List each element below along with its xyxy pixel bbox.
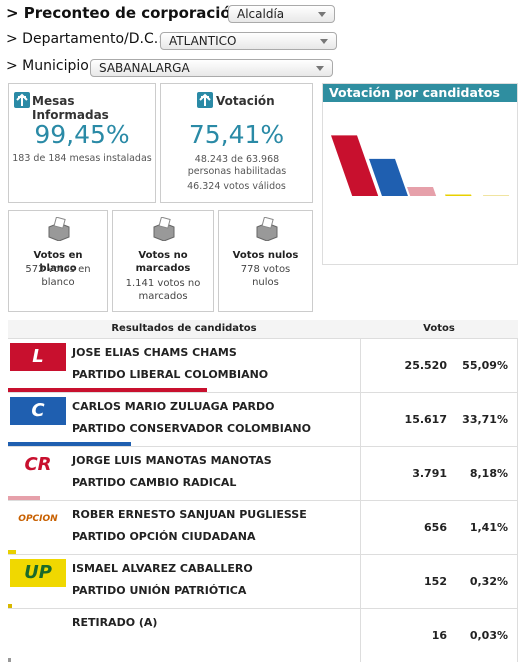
dropdown[interactable]: ATLANTICO xyxy=(160,32,337,50)
votes: 152 xyxy=(424,575,447,588)
candidate-name: ROBER ERNESTO SANJUAN PUGLIESSE xyxy=(72,508,307,521)
dropdown[interactable]: Alcaldía xyxy=(228,5,335,23)
percent: 8,18% xyxy=(470,467,508,480)
vote-box-detail: 778 votos nulos xyxy=(219,263,312,289)
table-header: Resultados de candidatos xyxy=(8,320,360,338)
party-logo: C xyxy=(10,397,66,425)
vote-box-detail: 572 votos en blanco xyxy=(9,263,107,289)
party-logo: L xyxy=(10,343,66,371)
vote-box-detail: 1.141 votos no marcados xyxy=(113,277,213,303)
percent: 0,03% xyxy=(470,629,508,642)
percent: 1,41% xyxy=(470,521,508,534)
candidate-name: JORGE LUIS MANOTAS MANOTAS xyxy=(72,454,272,467)
ballot-paper xyxy=(159,217,170,228)
candidate-name: CARLOS MARIO ZULUAGA PARDO xyxy=(72,400,275,413)
box-title: Mesas Informadas xyxy=(32,94,155,122)
chart-bar xyxy=(331,135,378,196)
ballot-icon xyxy=(254,217,280,241)
vote-box-title: Votos nulos xyxy=(219,249,312,262)
votes: 25.520 xyxy=(405,359,447,372)
party-name: PARTIDO CAMBIO RADICAL xyxy=(72,476,236,489)
ballot-icon xyxy=(46,217,72,241)
party-logo: UP xyxy=(10,559,66,587)
percent: 0,32% xyxy=(470,575,508,588)
votes-header: Votos xyxy=(360,320,518,338)
ballot-icon xyxy=(151,217,177,241)
party-name: PARTIDO UNIÓN PATRIÓTICA xyxy=(72,584,246,597)
filter-label: > Preconteo de corporación: xyxy=(6,4,247,22)
party-logo: CR xyxy=(10,451,66,479)
votes: 15.617 xyxy=(405,413,447,426)
votes: 16 xyxy=(432,629,447,642)
box-title: Votación xyxy=(216,94,275,108)
chart-title: Votación por candidatos xyxy=(323,84,517,102)
party-logo: OPCION xyxy=(10,505,66,533)
chart xyxy=(323,104,517,264)
percent: 33,71% xyxy=(462,413,508,426)
percent: 55,09% xyxy=(462,359,508,372)
filter-label: > Municipio: xyxy=(6,58,94,74)
candidate-name: JOSE ELIAS CHAMS CHAMS xyxy=(72,346,237,359)
box-value: 75,41% xyxy=(161,120,312,149)
party-name: PARTIDO LIBERAL COLOMBIANO xyxy=(72,368,268,381)
vote-box-title: Votos no marcados xyxy=(113,249,213,275)
chart-bar xyxy=(445,194,472,196)
candidate-name: RETIRADO (A) xyxy=(72,616,157,629)
chart-bar xyxy=(407,187,436,196)
ballot-paper xyxy=(54,217,65,228)
candidate-name: ISMAEL ALVAREZ CABALLERO xyxy=(72,562,253,575)
box-value: 99,45% xyxy=(9,120,155,149)
box-detail: 46.324 votos válidos xyxy=(161,181,312,193)
chart-panel: Votación por candidatos xyxy=(322,83,518,265)
box-detail: 183 de 184 mesas instaladas xyxy=(9,153,155,165)
page: {"filters":[{"label":"> Preconteo de cor… xyxy=(0,0,518,640)
votes: 3.791 xyxy=(412,467,447,480)
ballot-paper xyxy=(262,217,273,228)
dropdown[interactable]: SABANALARGA xyxy=(90,59,333,77)
icon xyxy=(196,91,214,109)
filter-label: > Departamento/D.C.: xyxy=(6,31,163,47)
box-detail: 48.243 de 63.968 personas habilitadas xyxy=(173,154,301,178)
party-name: PARTIDO CONSERVADOR COLOMBIANO xyxy=(72,422,311,435)
votes: 656 xyxy=(424,521,447,534)
icon xyxy=(13,91,31,109)
votacion-box: Votación 75,41% 48.243 de 63.968 personas … xyxy=(160,83,313,203)
party-name: PARTIDO OPCIÓN CIUDADANA xyxy=(72,530,256,543)
percent-bar xyxy=(8,658,11,662)
